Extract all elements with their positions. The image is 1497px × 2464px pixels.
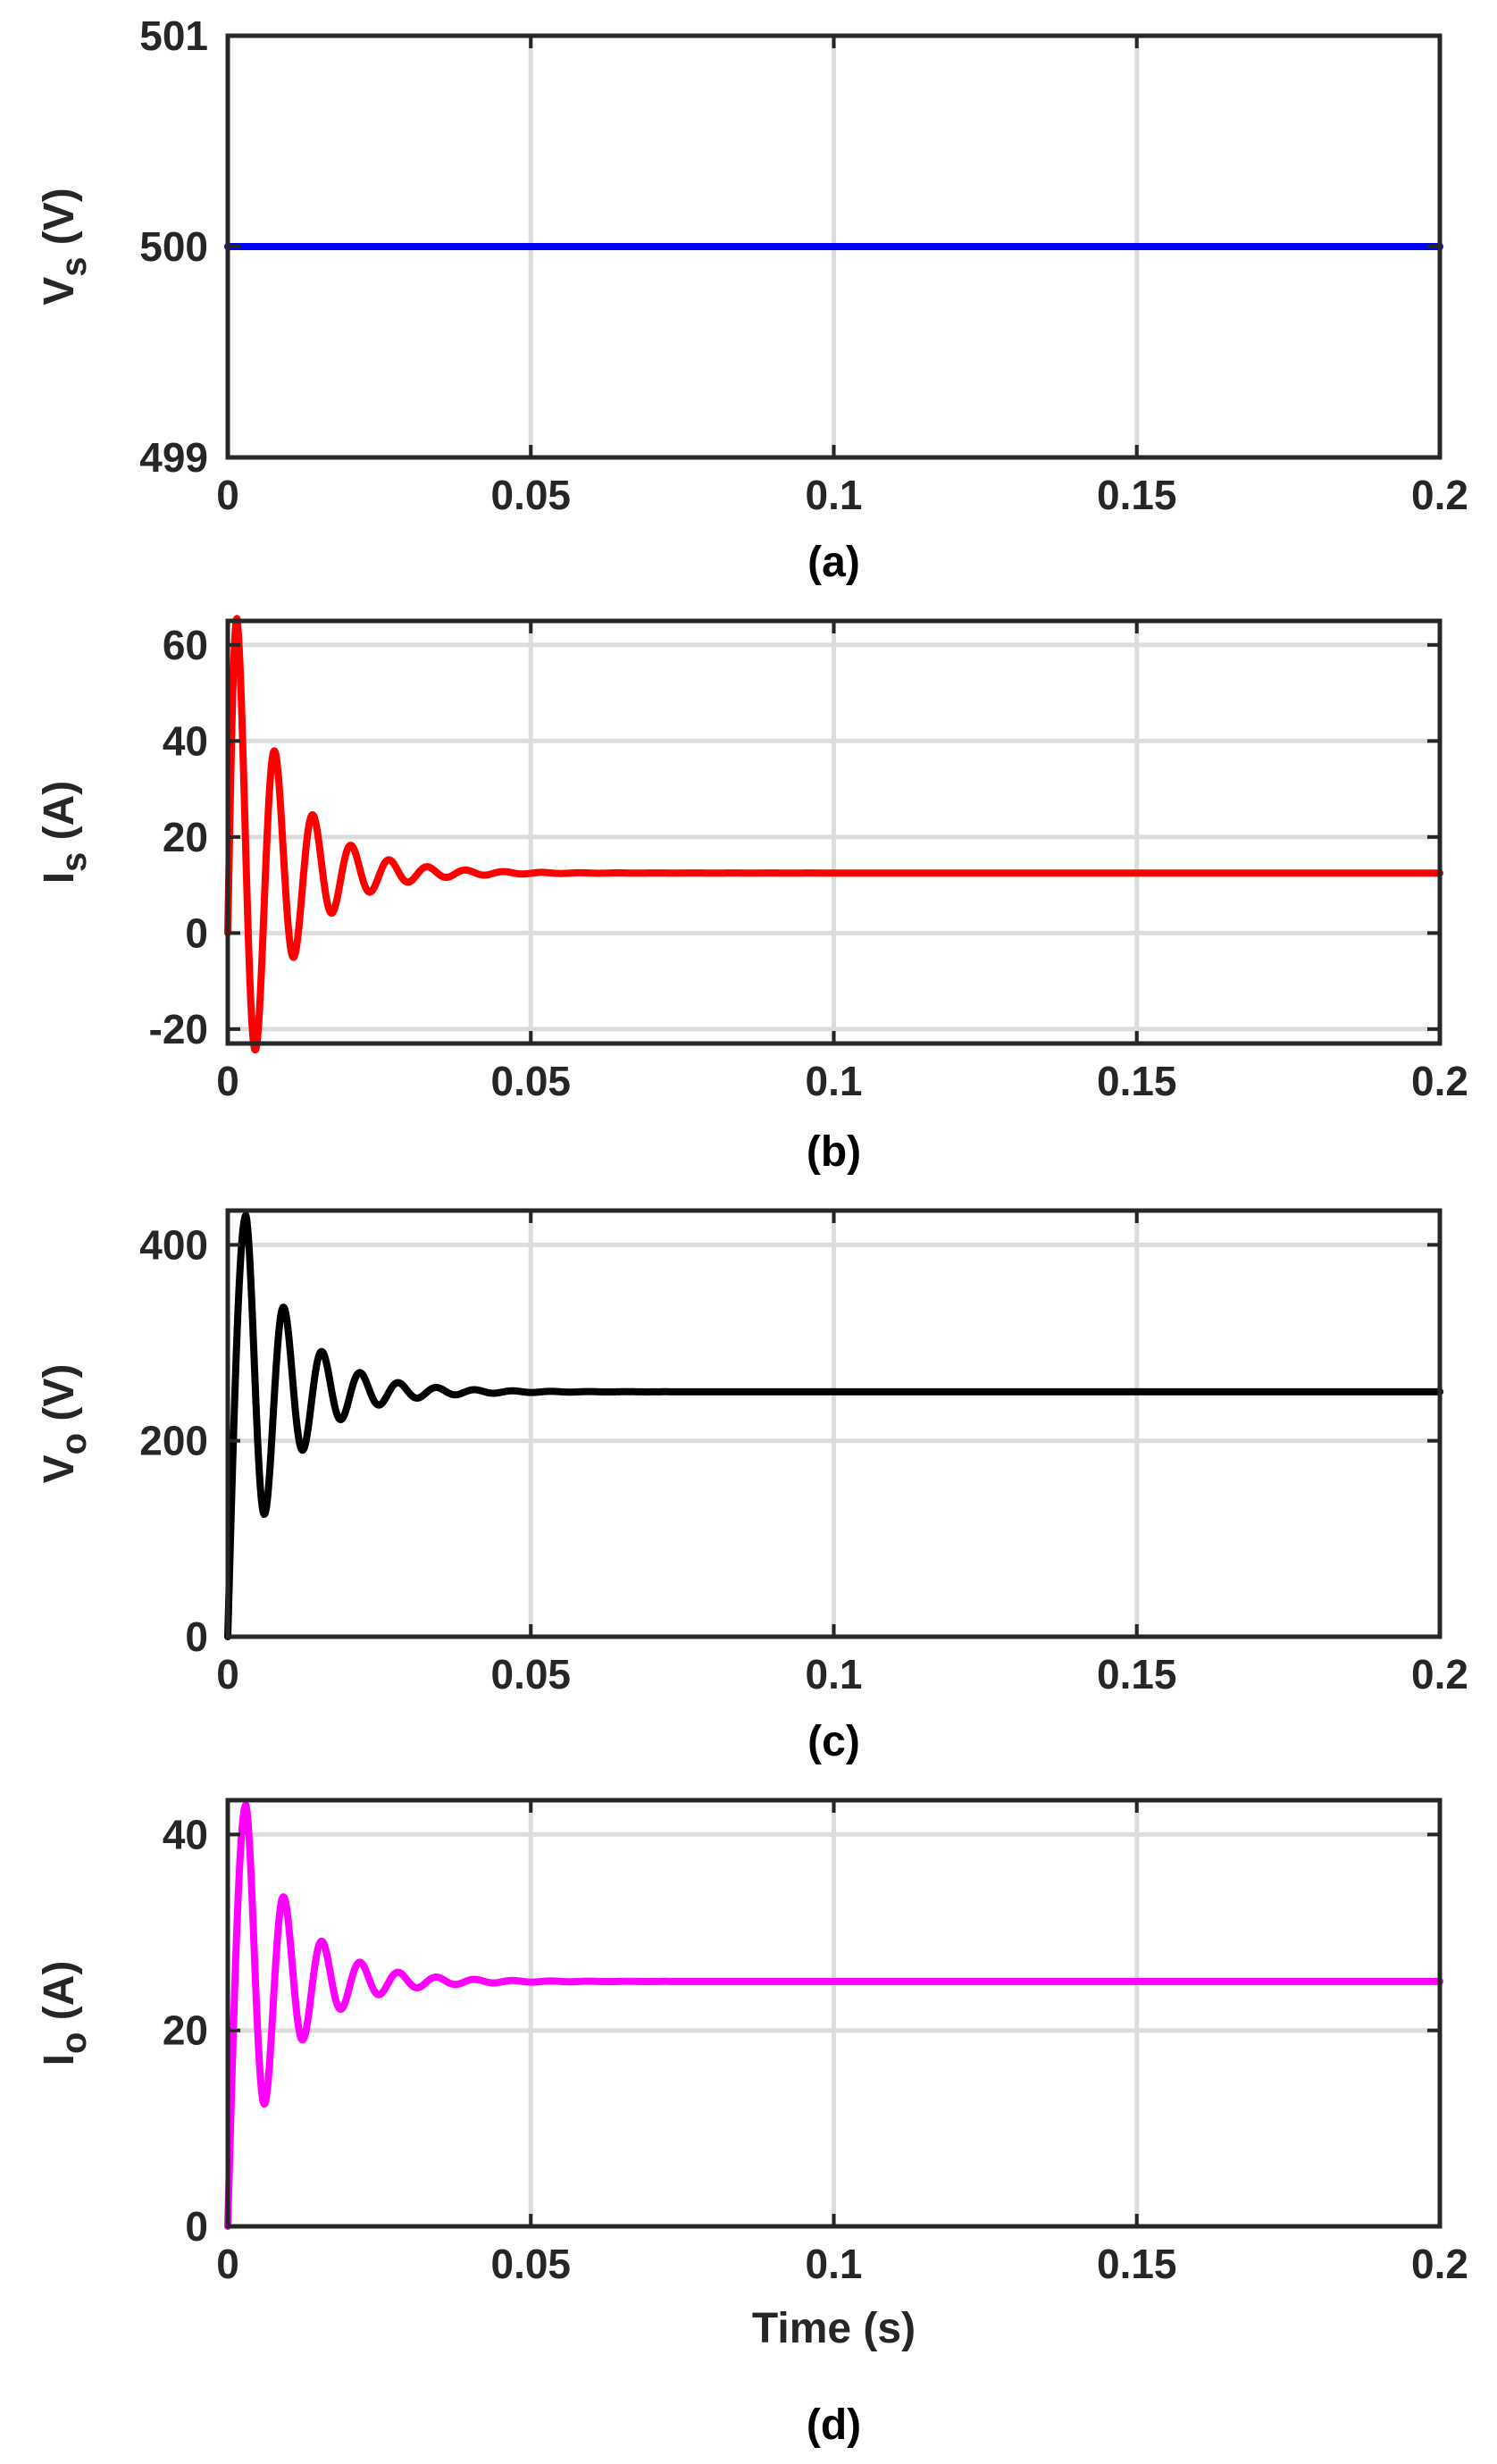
y-tick-label: 60: [163, 622, 208, 668]
y-tick-label: 20: [163, 2007, 208, 2054]
y-axis-label-sub: s: [54, 257, 94, 277]
y-tick-label: 0: [185, 2203, 208, 2250]
x-tick-label: 0: [216, 1058, 239, 1104]
x-tick-label: 0: [216, 2241, 239, 2287]
subplot-4: 0 0.05 0.1 0.15 0.2 0 20 40 Io (A) Time (s) (d): [36, 1798, 1468, 2449]
series-line-2-1: [224, 615, 1443, 1054]
x-tick-label: 0.05: [490, 1651, 571, 1697]
x-tick-label: 0.15: [1097, 472, 1177, 518]
x-tick-label: 0.15: [1097, 2241, 1177, 2287]
x-tick-label: 0.05: [490, 2241, 571, 2287]
y-tick-label: 40: [163, 1811, 208, 1857]
x-tick-label: 0: [216, 472, 239, 518]
x-tick-label: 0.05: [490, 1058, 571, 1104]
y-tick-label: 40: [163, 717, 208, 764]
y-axis-label-main: I: [36, 872, 83, 884]
subplot-caption: (c): [807, 1718, 860, 1765]
x-tick-label: 0.15: [1097, 1651, 1177, 1697]
y-axis-label-sub: o: [54, 1433, 94, 1454]
subplot-caption: (b): [807, 1128, 861, 1176]
y-axis-label: Io (A): [36, 1961, 94, 2066]
x-tick-label: 0: [216, 1651, 239, 1697]
x-tick-label: 0.1: [806, 472, 863, 518]
x-axis-label: Time (s): [752, 2305, 916, 2352]
y-tick-label: -20: [149, 1006, 208, 1052]
y-tick-label: 501: [139, 13, 208, 59]
y-axis-label-unit: (A): [36, 781, 83, 852]
x-tick-label: 0.2: [1411, 472, 1468, 518]
x-tick-label: 0.2: [1411, 1651, 1468, 1697]
x-tick-label: 0.1: [806, 1058, 863, 1104]
series-line-3-1: [224, 1211, 1443, 1640]
x-tick-label: 0.15: [1097, 1058, 1177, 1104]
subplot-3: 0 0.05 0.1 0.15 0.2 0 200 400 Vo (V) (c): [36, 1208, 1468, 1765]
x-tick-label: 0.05: [490, 472, 571, 518]
y-tick-label: 0: [185, 1613, 208, 1660]
y-tick-label: 400: [139, 1221, 208, 1268]
y-tick-label: 20: [163, 814, 208, 860]
x-tick-label: 0.2: [1411, 1058, 1468, 1104]
y-axis-label-sub: o: [54, 2032, 94, 2054]
y-axis-label-sub: s: [54, 852, 94, 872]
x-tick-label: 0.1: [806, 1651, 863, 1697]
x-tick-label: 0.1: [806, 2241, 863, 2287]
y-axis-label-unit: (A): [36, 1961, 83, 2032]
y-tick-label: 500: [139, 223, 208, 270]
y-axis-label-unit: (V): [36, 188, 83, 256]
subplot-1: 0 0.05 0.1 0.15 0.2 499 500 501 Vs (V) (a): [36, 13, 1468, 586]
y-axis-label-main: V: [36, 277, 83, 306]
y-axis-label: Vs (V): [36, 188, 94, 306]
y-axis-label-main: V: [36, 1454, 83, 1483]
subplot-caption: (d): [807, 2401, 861, 2449]
series-line-4-1: [224, 1801, 1443, 2230]
y-axis-label-unit: (V): [36, 1364, 83, 1433]
y-tick-label: 200: [139, 1418, 208, 1464]
y-axis-label-main: I: [36, 2054, 83, 2066]
y-axis-label: Is (A): [36, 781, 94, 884]
subplot-caption: (a): [807, 539, 860, 586]
y-axis-label: Vo (V): [36, 1364, 94, 1484]
x-tick-label: 0.2: [1411, 2241, 1468, 2287]
y-tick-label: 499: [139, 434, 208, 481]
y-tick-label: 0: [185, 909, 208, 956]
